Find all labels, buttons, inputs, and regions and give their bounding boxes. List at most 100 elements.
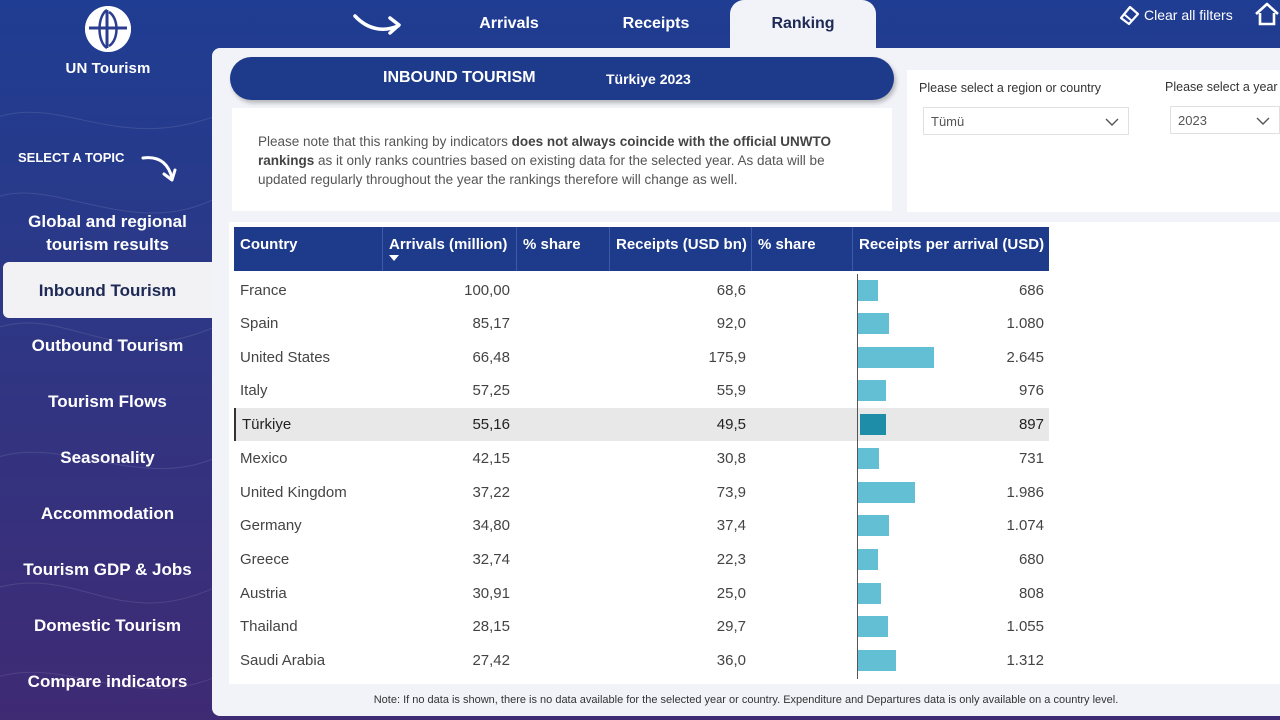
ranking-note: Please note that this ranking by indicat… <box>232 108 892 211</box>
cell-receipts: 36,0 <box>716 652 746 669</box>
tab-receipts[interactable]: Receipts <box>586 0 726 48</box>
sidebar-item-label: Outbound Tourism <box>31 336 184 355</box>
sidebar-item-seasonality[interactable]: Seasonality <box>0 446 215 469</box>
table-row[interactable]: Spain 85,17 92,0 1.080 <box>234 307 1049 340</box>
year-select[interactable]: 2023 <box>1170 106 1280 134</box>
cell-per-arrival: 2.645 <box>1006 349 1044 366</box>
per-arrival-bar <box>858 583 881 604</box>
cell-receipts: 175,9 <box>708 349 746 366</box>
cell-arrivals: 100,00 <box>464 282 510 299</box>
cell-arrivals: 27,42 <box>472 652 510 669</box>
cell-receipts: 68,6 <box>716 282 746 299</box>
table-row[interactable]: Austria 30,91 25,0 808 <box>234 577 1049 610</box>
brand-logo[interactable]: UN Tourism <box>58 4 158 77</box>
cell-receipts: 29,7 <box>716 618 746 635</box>
cell-country: United States <box>240 349 331 366</box>
table-row[interactable]: Italy 57,25 55,9 976 <box>234 374 1049 407</box>
tab-arrivals[interactable]: Arrivals <box>440 0 578 48</box>
region-select-value: Tümü <box>931 113 965 129</box>
cell-per-arrival: 1.986 <box>1006 484 1044 501</box>
column-header-arrivals-share[interactable]: % share <box>516 227 609 271</box>
cell-country: Spain <box>240 315 279 332</box>
ranking-table-header: Country Arrivals (million) % share Recei… <box>234 227 1049 271</box>
table-row[interactable]: France 100,00 68,6 686 <box>234 274 1049 307</box>
sidebar-item-global-results[interactable]: Global and regional tourism results <box>0 210 215 256</box>
cell-country: Greece <box>240 551 290 568</box>
cell-arrivals: 32,74 <box>472 551 510 568</box>
cell-arrivals: 85,17 <box>472 315 510 332</box>
page-subtitle: Türkiye 2023 <box>606 71 691 87</box>
tab-label: Receipts <box>622 15 690 32</box>
sidebar-item-label: Seasonality <box>60 448 155 467</box>
per-arrival-bar <box>858 650 896 671</box>
sidebar-item-domestic-tourism[interactable]: Domestic Tourism <box>0 614 215 637</box>
table-row[interactable]: United Kingdom 37,22 73,9 1.986 <box>234 476 1049 509</box>
table-row[interactable]: Türkiye 55,16 49,5 897 <box>234 408 1049 441</box>
cell-per-arrival: 686 <box>1018 282 1044 299</box>
year-select-value: 2023 <box>1178 112 1207 128</box>
clear-all-filters-label: Clear all filters <box>1144 7 1233 23</box>
table-row[interactable]: Germany 34,80 37,4 1.074 <box>234 509 1049 542</box>
year-filter-label: Please select a year <box>1165 80 1278 94</box>
cell-country: Mexico <box>240 450 288 467</box>
column-header-receipts-share[interactable]: % share <box>751 227 852 271</box>
cell-per-arrival: 1.055 <box>1006 618 1044 635</box>
cell-receipts: 22,3 <box>716 551 746 568</box>
cell-receipts: 55,9 <box>716 382 746 399</box>
column-header-country[interactable]: Country <box>240 236 298 253</box>
clear-all-filters-button[interactable]: Clear all filters <box>1118 4 1233 26</box>
cell-per-arrival: 897 <box>1018 416 1044 433</box>
per-arrival-bar <box>858 347 934 368</box>
table-row[interactable]: Thailand 28,15 29,7 1.055 <box>234 610 1049 643</box>
cell-country: Austria <box>240 585 287 602</box>
cell-arrivals: 55,16 <box>472 416 510 433</box>
column-header-arrivals[interactable]: Arrivals (million) <box>382 227 516 271</box>
sidebar-item-accommodation[interactable]: Accommodation <box>0 502 215 525</box>
per-arrival-bar <box>858 482 915 503</box>
per-arrival-bar <box>858 313 889 334</box>
per-arrival-bar <box>858 549 878 570</box>
table-row[interactable]: Saudi Arabia 27,42 36,0 1.312 <box>234 644 1049 677</box>
sidebar-item-label: Tourism Flows <box>48 392 167 411</box>
home-icon[interactable] <box>1254 2 1280 26</box>
tab-ranking[interactable]: Ranking <box>730 0 876 48</box>
sidebar-item-tourism-flows[interactable]: Tourism Flows <box>0 390 215 413</box>
cell-receipts: 73,9 <box>716 484 746 501</box>
sidebar-item-outbound-tourism[interactable]: Outbound Tourism <box>0 334 215 357</box>
cell-per-arrival: 1.074 <box>1006 517 1044 534</box>
page-header: INBOUND TOURISM Türkiye 2023 <box>230 57 894 100</box>
table-row[interactable]: Mexico 42,15 30,8 731 <box>234 442 1049 475</box>
cell-arrivals: 42,15 <box>472 450 510 467</box>
cell-country: Türkiye <box>242 416 292 433</box>
cell-per-arrival: 976 <box>1018 382 1044 399</box>
bar-axis-line <box>857 274 858 679</box>
sidebar-item-label: Domestic Tourism <box>33 616 182 635</box>
table-row[interactable]: United States 66,48 175,9 2.645 <box>234 341 1049 374</box>
cell-country: United Kingdom <box>240 484 347 501</box>
cell-per-arrival: 808 <box>1018 585 1044 602</box>
cell-per-arrival: 1.080 <box>1006 315 1044 332</box>
column-header-receipts-per-arrival[interactable]: Receipts per arrival (USD) <box>852 227 1049 271</box>
cell-per-arrival: 1.312 <box>1006 652 1044 669</box>
sidebar-item-label: Accommodation <box>40 504 175 523</box>
per-arrival-bar <box>858 448 879 469</box>
brand-name: UN Tourism <box>65 60 151 77</box>
sort-desc-icon <box>389 255 399 261</box>
tab-label: Ranking <box>771 15 835 32</box>
sidebar-item-compare-indicators[interactable]: Compare indicators <box>0 670 215 693</box>
column-header-receipts[interactable]: Receipts (USD bn) <box>609 227 751 271</box>
cell-country: Italy <box>240 382 268 399</box>
sidebar-item-tourism-gdp-jobs[interactable]: Tourism GDP & Jobs <box>0 558 215 581</box>
eraser-icon <box>1119 5 1140 26</box>
per-arrival-bar <box>858 515 889 536</box>
cell-receipts: 92,0 <box>716 315 746 332</box>
region-select[interactable]: Tümü <box>923 107 1129 135</box>
sidebar-item-inbound-tourism[interactable]: Inbound Tourism <box>3 262 212 318</box>
chevron-down-icon <box>1105 118 1119 126</box>
cell-arrivals: 34,80 <box>472 517 510 534</box>
cell-arrivals: 30,91 <box>472 585 510 602</box>
curved-arrow-icon <box>353 14 401 35</box>
cell-per-arrival: 731 <box>1018 450 1044 467</box>
table-row[interactable]: Greece 32,74 22,3 680 <box>234 543 1049 576</box>
sidebar-item-label: Global and regional tourism results <box>28 212 187 254</box>
